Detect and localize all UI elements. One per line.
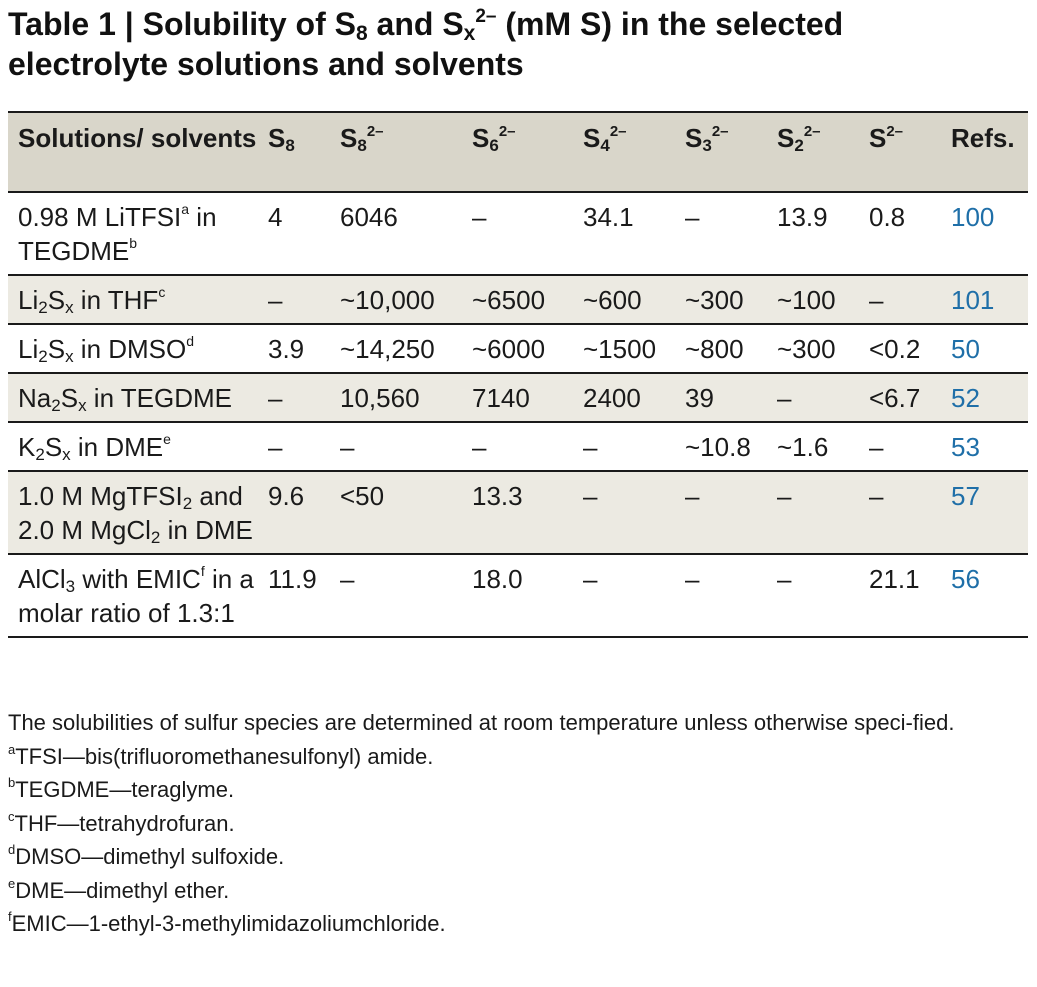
- header-s6-2minus: S62–: [472, 123, 516, 155]
- value-s8: 11.9: [268, 564, 317, 594]
- header-s8-2minus: S82–: [340, 123, 384, 155]
- value-s8: 9.6: [268, 481, 305, 511]
- value-s6-2minus: –: [472, 432, 487, 462]
- solution-cell: Li2Sx in THFc: [18, 284, 166, 317]
- value-s8-2minus: 6046: [340, 202, 398, 232]
- ref-link[interactable]: 100: [951, 202, 995, 232]
- value-s2-2minus: –: [777, 383, 792, 413]
- general-note: The solubilities of sulfur species are d…: [8, 710, 955, 735]
- value-s-2minus: 0.8: [869, 202, 906, 232]
- table-row: AlCl3 with EMICf in a molar ratio of 1.3…: [8, 554, 1028, 637]
- footnote: eDME—dimethyl ether.: [8, 875, 230, 903]
- value-s3-2minus: ~10.8: [685, 432, 751, 462]
- footnote: bTEGDME—teraglyme.: [8, 775, 235, 802]
- table-row: Li2Sx in THFc – ~10,000 ~6500 ~600 ~300 …: [8, 275, 1028, 324]
- solution-cell: AlCl3 with EMICf in a molar ratio of 1.3…: [18, 563, 254, 628]
- ref-link[interactable]: 101: [951, 285, 995, 315]
- header-s3-2minus: S32–: [685, 123, 729, 155]
- value-s2-2minus: ~100: [777, 285, 836, 315]
- value-s6-2minus: ~6500: [472, 285, 546, 315]
- value-s2-2minus: 13.9: [777, 202, 828, 232]
- value-s4-2minus: ~600: [583, 285, 642, 315]
- value-s-2minus: <6.7: [869, 383, 921, 413]
- table-row: Li2Sx in DMSOd 3.9 ~14,250 ~6000 ~1500 ~…: [8, 324, 1028, 373]
- solubility-table: Solutions/ solvents S8 S82– S62– S42– S3…: [8, 111, 1028, 638]
- value-s2-2minus: ~1.6: [777, 432, 829, 462]
- table-title: Table 1 | Solubility of S8 and Sx2– (mM …: [8, 6, 844, 82]
- value-s8-2minus: ~14,250: [340, 334, 435, 364]
- value-s6-2minus: 18.0: [472, 564, 523, 594]
- value-s8-2minus: –: [340, 432, 355, 462]
- value-s8: 3.9: [268, 334, 305, 364]
- value-s-2minus: <0.2: [869, 334, 921, 364]
- value-s8-2minus: <50: [340, 481, 385, 511]
- value-s3-2minus: –: [685, 481, 700, 511]
- table-row: K2Sx in DMEe – – – – ~10.8 ~1.6 – 53: [8, 422, 1028, 471]
- header-s4-2minus: S42–: [583, 123, 627, 155]
- value-s2-2minus: –: [777, 481, 792, 511]
- footnote: dDMSO—dimethyl sulfoxide.: [8, 842, 285, 869]
- value-s3-2minus: –: [685, 564, 700, 594]
- value-s8: –: [268, 383, 283, 413]
- value-s-2minus: –: [869, 481, 884, 511]
- solution-cell: Na2Sx in TEGDME: [18, 383, 232, 415]
- value-s4-2minus: 2400: [583, 383, 641, 413]
- table-header-row: Solutions/ solvents S8 S82– S62– S42– S3…: [8, 112, 1028, 192]
- ref-link[interactable]: 57: [951, 481, 980, 511]
- header-s8: S8: [268, 123, 295, 155]
- value-s4-2minus: 34.1: [583, 202, 634, 232]
- value-s3-2minus: –: [685, 202, 700, 232]
- footnote: cTHF—tetrahydrofuran.: [8, 808, 235, 836]
- value-s3-2minus: 39: [685, 383, 714, 413]
- footnote: fEMIC—1-ethyl-3-methylimidazoliumchlorid…: [8, 909, 446, 936]
- value-s6-2minus: –: [472, 202, 487, 232]
- value-s8-2minus: ~10,000: [340, 285, 435, 315]
- table-row: 1.0 M MgTFSI2 and 2.0 M MgCl2 in DME 9.6…: [8, 471, 1028, 554]
- ref-link[interactable]: 56: [951, 564, 980, 594]
- value-s4-2minus: ~1500: [583, 334, 657, 364]
- solution-cell: 1.0 M MgTFSI2 and 2.0 M MgCl2 in DME: [18, 481, 253, 547]
- value-s6-2minus: 13.3: [472, 481, 523, 511]
- value-s8: –: [268, 285, 283, 315]
- header-s-2minus: S2–: [869, 123, 904, 153]
- value-s8: –: [268, 432, 283, 462]
- value-s-2minus: –: [869, 285, 884, 315]
- value-s4-2minus: –: [583, 564, 598, 594]
- solution-cell: 0.98 M LiTFSIa in TEGDMEb: [18, 201, 217, 266]
- value-s8-2minus: –: [340, 564, 355, 594]
- value-s4-2minus: –: [583, 481, 598, 511]
- value-s2-2minus: ~300: [777, 334, 836, 364]
- table-row: 0.98 M LiTFSIa in TEGDMEb 4 6046 – 34.1 …: [8, 192, 1028, 275]
- value-s-2minus: 21.1: [869, 564, 920, 594]
- value-s8-2minus: 10,560: [340, 383, 420, 413]
- value-s8: 4: [268, 202, 283, 232]
- footnote: aTFSI—bis(trifluoromethanesulfonyl) amid…: [8, 741, 434, 769]
- header-solutions: Solutions/ solvents: [18, 123, 257, 153]
- ref-link[interactable]: 52: [951, 383, 980, 413]
- value-s6-2minus: ~6000: [472, 334, 546, 364]
- solution-cell: Li2Sx in DMSOd: [18, 333, 195, 366]
- value-s4-2minus: –: [583, 432, 598, 462]
- table-row: Na2Sx in TEGDME – 10,560 7140 2400 39 – …: [8, 373, 1028, 422]
- ref-link[interactable]: 50: [951, 334, 980, 364]
- value-s3-2minus: ~800: [685, 334, 744, 364]
- ref-link[interactable]: 53: [951, 432, 980, 462]
- header-refs: Refs.: [951, 123, 1015, 153]
- value-s-2minus: –: [869, 432, 884, 462]
- table-notes: The solubilities of sulfur species are d…: [8, 706, 1026, 941]
- value-s6-2minus: 7140: [472, 383, 530, 413]
- value-s2-2minus: –: [777, 564, 792, 594]
- header-s2-2minus: S22–: [777, 123, 821, 155]
- solution-cell: K2Sx in DMEe: [18, 431, 171, 464]
- value-s3-2minus: ~300: [685, 285, 744, 315]
